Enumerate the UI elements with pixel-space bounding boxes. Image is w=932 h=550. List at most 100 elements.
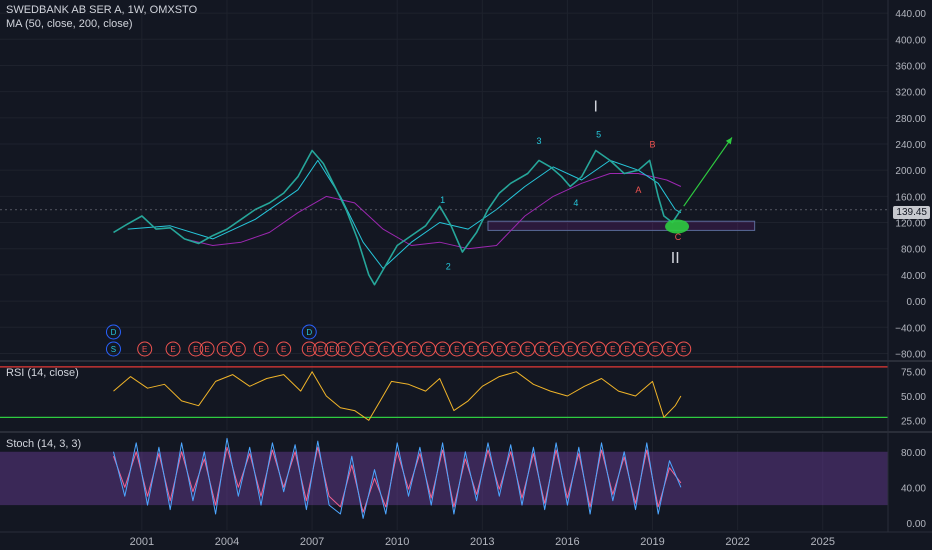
dividend-event-label: D bbox=[306, 328, 312, 337]
axes: 440.00400.00360.00320.00280.00240.00200.… bbox=[0, 0, 932, 533]
earnings-event-label: E bbox=[258, 345, 263, 354]
wave-c-highlight[interactable] bbox=[665, 219, 690, 234]
x-tick-label: 2019 bbox=[640, 536, 664, 548]
dividend-event-marker[interactable] bbox=[105, 324, 121, 340]
rsi-y-tick-label: 25.00 bbox=[901, 416, 926, 427]
y-tick-label: 400.00 bbox=[895, 35, 926, 46]
x-tick-label: 2016 bbox=[555, 536, 579, 548]
earnings-event-label: E bbox=[596, 345, 601, 354]
x-tick-label: 2025 bbox=[811, 536, 835, 548]
dividend-event-marker[interactable] bbox=[301, 324, 317, 340]
earnings-event-marker[interactable] bbox=[676, 341, 692, 357]
earnings-event-label: E bbox=[482, 345, 487, 354]
earnings-event-label: E bbox=[681, 345, 686, 354]
x-tick-label: 2013 bbox=[470, 536, 494, 548]
earnings-event-label: E bbox=[341, 345, 346, 354]
earnings-event-label: E bbox=[511, 345, 516, 354]
stoch-y-tick-label: 40.00 bbox=[901, 483, 926, 494]
stoch-pane[interactable] bbox=[0, 437, 888, 519]
earnings-event-label: E bbox=[568, 345, 573, 354]
earnings-event-label: E bbox=[426, 345, 431, 354]
earnings-event-label: E bbox=[281, 345, 286, 354]
earnings-event-label: E bbox=[653, 345, 658, 354]
earnings-event-label: E bbox=[468, 345, 473, 354]
stoch-y-tick-label: 0.00 bbox=[907, 519, 927, 530]
earnings-event-label: E bbox=[553, 345, 558, 354]
earnings-event-label: E bbox=[329, 345, 334, 354]
degree-label: I bbox=[594, 98, 598, 115]
x-tick-label: 2007 bbox=[300, 536, 324, 548]
earnings-event-label: E bbox=[582, 345, 587, 354]
earnings-event-label: E bbox=[397, 345, 402, 354]
earnings-event-label: E bbox=[318, 345, 323, 354]
earnings-event-label: E bbox=[236, 345, 241, 354]
y-tick-label: 40.00 bbox=[901, 271, 926, 282]
earnings-event-marker[interactable] bbox=[324, 341, 340, 357]
earnings-event-marker[interactable] bbox=[313, 341, 329, 357]
earnings-event-label: E bbox=[667, 345, 672, 354]
earnings-event-label: E bbox=[355, 345, 360, 354]
earnings-event-label: E bbox=[369, 345, 374, 354]
stoch-indicator-label: Stoch (14, 3, 3) bbox=[6, 438, 82, 450]
y-tick-label: −80.00 bbox=[895, 349, 926, 360]
rsi-y-tick-label: 50.00 bbox=[901, 392, 926, 403]
earnings-event-marker[interactable] bbox=[253, 341, 269, 357]
y-tick-label: 80.00 bbox=[901, 245, 926, 256]
earnings-event-label: E bbox=[440, 345, 445, 354]
earnings-event-label: E bbox=[193, 345, 198, 354]
earnings-event-marker[interactable] bbox=[230, 341, 246, 357]
earnings-event-marker[interactable] bbox=[301, 341, 317, 357]
wave-label-c: C bbox=[675, 232, 682, 242]
x-tick-label: 2004 bbox=[215, 536, 239, 548]
support-zone[interactable] bbox=[487, 220, 756, 231]
y-tick-label: 320.00 bbox=[895, 88, 926, 99]
rsi-line[interactable] bbox=[113, 371, 682, 421]
earnings-event-marker[interactable] bbox=[137, 341, 153, 357]
split-event-label: S bbox=[111, 345, 116, 354]
ma-indicator-label: MA (50, close, 200, close) bbox=[6, 18, 133, 30]
rsi-pane[interactable] bbox=[0, 366, 888, 421]
wave-label-b: B bbox=[650, 139, 656, 149]
y-tick-label: 440.00 bbox=[895, 9, 926, 20]
degree-label: II bbox=[671, 250, 680, 267]
y-tick-label: 280.00 bbox=[895, 114, 926, 125]
x-tick-label: 2010 bbox=[385, 536, 409, 548]
earnings-event-marker[interactable] bbox=[276, 341, 292, 357]
y-tick-label: 120.00 bbox=[895, 219, 926, 230]
split-event-marker[interactable] bbox=[105, 341, 121, 357]
earnings-event-marker[interactable] bbox=[199, 341, 215, 357]
stoch-k-line[interactable] bbox=[113, 437, 682, 519]
ma-200-line[interactable] bbox=[184, 173, 682, 250]
wave-label-1: 1 bbox=[440, 195, 445, 205]
earnings-event-label: E bbox=[539, 345, 544, 354]
last-price-badge: 139.45 bbox=[893, 206, 930, 219]
earnings-event-label: E bbox=[142, 345, 147, 354]
stoch-y-tick-label: 80.00 bbox=[901, 448, 926, 459]
projection-arrow-line[interactable] bbox=[683, 137, 733, 207]
earnings-event-label: E bbox=[525, 345, 530, 354]
earnings-event-label: E bbox=[497, 345, 502, 354]
wave-label-a: A bbox=[635, 185, 641, 195]
time-axis[interactable]: 2001 2004 2007 2010 2013 2016 2019 2022 2025 bbox=[130, 536, 835, 548]
x-tick-label: 2022 bbox=[725, 536, 749, 548]
wave-label-4: 4 bbox=[573, 198, 578, 208]
wave-label-5: 5 bbox=[596, 129, 601, 139]
ma-50-line[interactable] bbox=[127, 159, 682, 269]
y-tick-label: −40.00 bbox=[895, 323, 926, 334]
earnings-event-marker[interactable] bbox=[165, 341, 181, 357]
rsi-indicator-label: RSI (14, close) bbox=[6, 367, 79, 379]
price-line[interactable] bbox=[113, 149, 682, 286]
earnings-event-label: E bbox=[383, 345, 388, 354]
projection-arrow-head bbox=[725, 137, 732, 145]
x-tick-label: 2001 bbox=[130, 536, 154, 548]
y-tick-label: 200.00 bbox=[895, 166, 926, 177]
earnings-event-label: E bbox=[639, 345, 644, 354]
dividend-event-label: D bbox=[111, 328, 117, 337]
y-tick-label: 0.00 bbox=[907, 297, 927, 308]
earnings-event-marker[interactable] bbox=[188, 341, 204, 357]
y-tick-label: 360.00 bbox=[895, 61, 926, 72]
chart-title: SWEDBANK AB SER A, 1W, OMXSTO bbox=[6, 4, 198, 16]
earnings-event-label: E bbox=[610, 345, 615, 354]
